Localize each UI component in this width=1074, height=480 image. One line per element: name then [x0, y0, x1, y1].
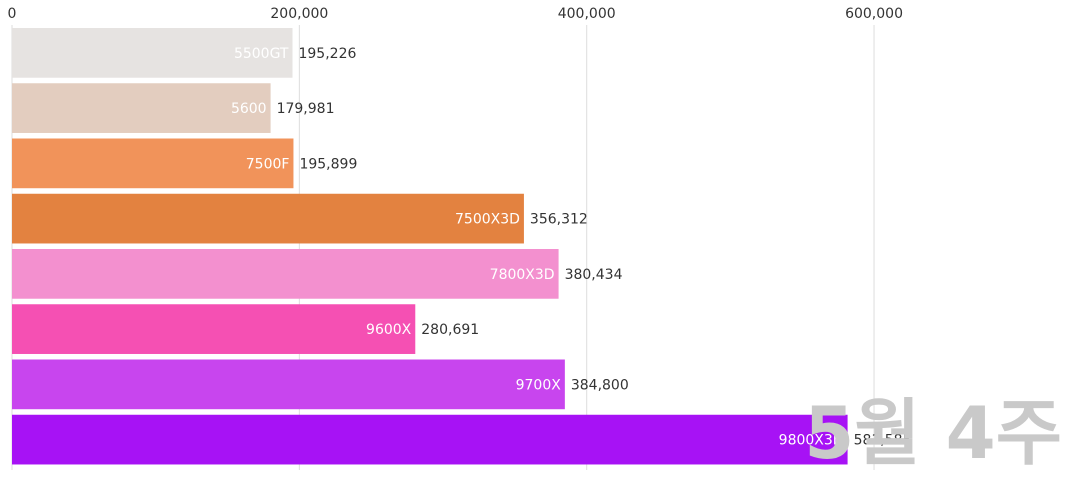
- bar: [12, 193, 524, 244]
- x-tick-label: 200,000: [270, 6, 328, 22]
- bar-category-label: 7800X3D: [490, 267, 555, 283]
- bar-value-label: 195,226: [298, 46, 356, 62]
- bar-value-label: 195,899: [299, 156, 357, 172]
- watermark-text: 5월 4주: [804, 391, 1062, 475]
- x-tick-label: 400,000: [558, 6, 616, 22]
- bar-value-label: 380,434: [565, 267, 623, 283]
- bar: [12, 138, 294, 189]
- bar-value-label: 280,691: [421, 322, 479, 338]
- bar-value-label: 179,981: [277, 101, 335, 117]
- x-tick-label: 0: [8, 6, 17, 22]
- bar: [12, 304, 416, 354]
- x-tick-label: 600,000: [845, 6, 903, 22]
- bar-value-label: 384,800: [571, 377, 629, 393]
- bar-category-label: 7500X3D: [455, 212, 520, 228]
- bar: [12, 28, 293, 78]
- bar: [12, 83, 271, 133]
- bar: [12, 249, 559, 299]
- bar: [12, 414, 848, 465]
- bar-category-label: 7500F: [246, 156, 290, 172]
- bar: [12, 359, 565, 410]
- bar-value-label: 581,585: [854, 433, 912, 449]
- bar-category-label: 9800X3D: [779, 433, 844, 449]
- bar-category-label: 5600: [231, 101, 267, 117]
- bar-category-label: 9700X: [516, 377, 562, 393]
- bar-category-label: 5500GT: [234, 46, 289, 62]
- bar-category-label: 9600X: [366, 322, 412, 338]
- bar-value-label: 356,312: [530, 212, 588, 228]
- bars: 5500GT 195,226 5600 179,981 7500F 195,899 7500…: [12, 28, 912, 465]
- x-axis-ticks: 0 200,000 400,000 600,000: [8, 6, 903, 22]
